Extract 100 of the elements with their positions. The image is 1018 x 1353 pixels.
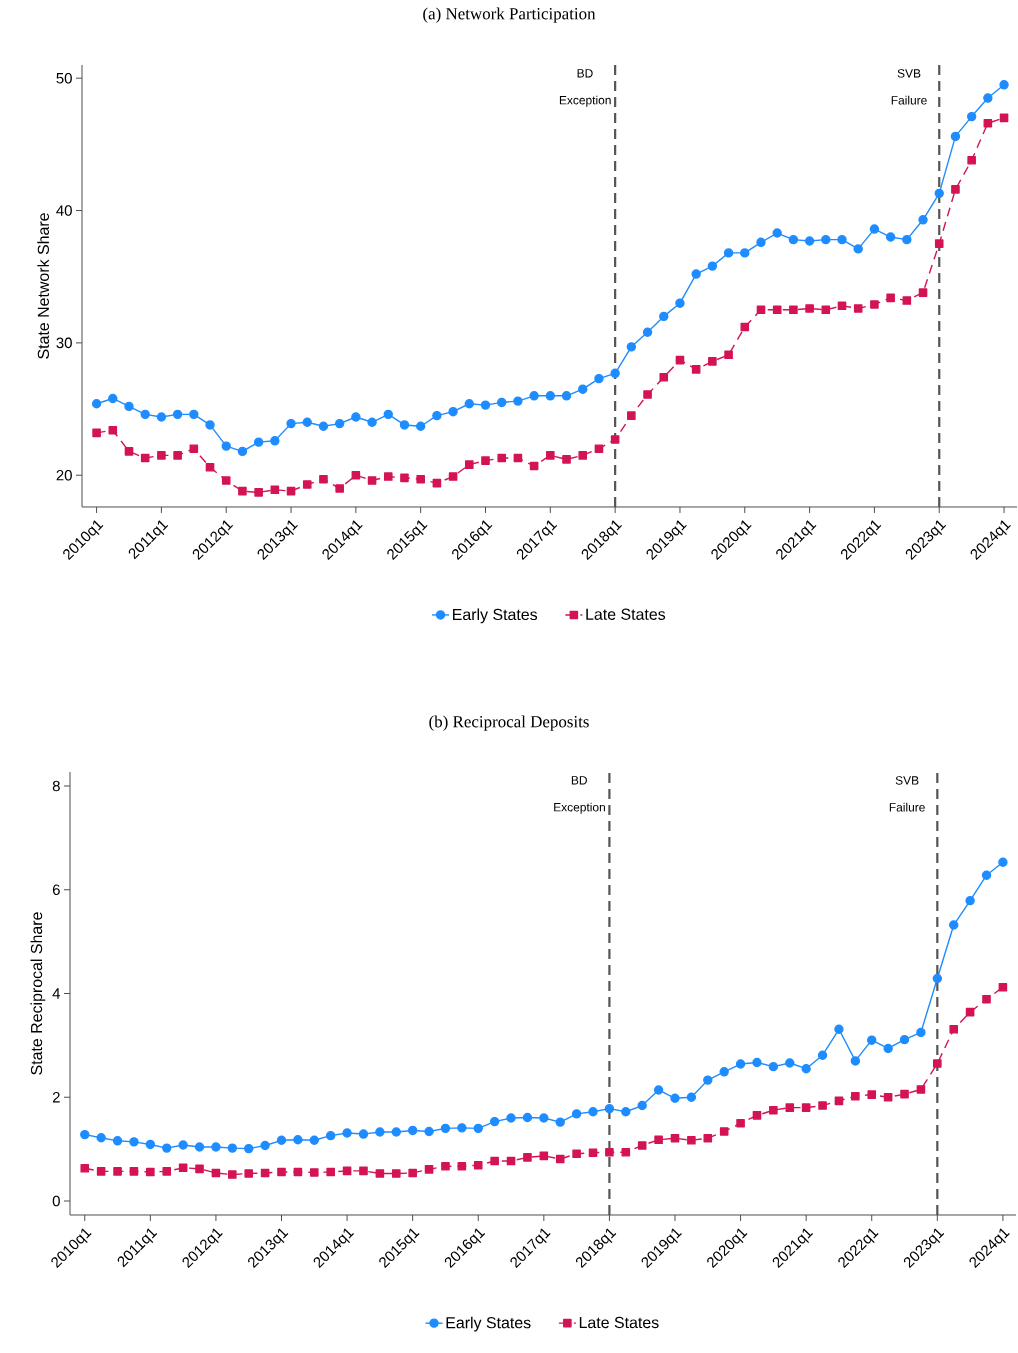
chart-title: (b) Reciprocal Deposits (429, 715, 589, 731)
point (965, 895, 975, 906)
point (432, 410, 442, 421)
point (605, 1147, 614, 1157)
point (571, 1109, 582, 1119)
point (335, 484, 344, 493)
point (867, 1035, 877, 1045)
point (416, 474, 425, 484)
point (853, 304, 863, 313)
point (703, 1133, 713, 1143)
point (194, 1142, 205, 1152)
point (189, 444, 199, 454)
point (473, 1123, 483, 1134)
point (756, 237, 766, 247)
point (424, 1165, 434, 1174)
point (480, 400, 491, 410)
point (691, 365, 701, 374)
chart-title: (a) Network Participation (423, 7, 596, 23)
point (342, 1128, 352, 1138)
point (391, 1127, 401, 1137)
point (789, 305, 798, 315)
point (489, 1116, 500, 1127)
point (967, 155, 976, 165)
point (302, 480, 312, 489)
point (129, 1137, 139, 1147)
point (752, 1111, 762, 1120)
point (902, 296, 912, 305)
point (801, 1064, 811, 1074)
point (205, 462, 215, 472)
point (205, 420, 215, 430)
point (707, 261, 718, 271)
point (80, 1164, 90, 1173)
point (949, 1024, 959, 1034)
point (999, 80, 1009, 90)
point (578, 384, 588, 394)
point (708, 357, 717, 366)
point (400, 473, 409, 483)
point (627, 411, 636, 420)
point (157, 451, 166, 460)
point (785, 1058, 795, 1068)
point (448, 472, 458, 481)
text: SVB Failure (889, 776, 925, 812)
point (653, 1085, 664, 1095)
point (934, 188, 944, 199)
point (951, 185, 960, 194)
point (804, 236, 815, 246)
point (325, 1130, 336, 1141)
point (318, 421, 329, 431)
point (424, 1126, 434, 1137)
point (785, 1103, 795, 1112)
point (172, 409, 183, 420)
point (932, 973, 943, 984)
point (687, 1136, 696, 1145)
point (440, 1123, 451, 1134)
y-tick-label: 8 (52, 780, 60, 792)
point (916, 1085, 926, 1094)
point (949, 920, 959, 930)
point (80, 1129, 90, 1140)
point (659, 311, 669, 322)
point (490, 1156, 499, 1166)
point (643, 390, 652, 399)
point (610, 435, 620, 444)
point (621, 1107, 631, 1117)
point (227, 1143, 238, 1153)
point (140, 453, 150, 463)
point (918, 288, 928, 297)
point (982, 994, 991, 1004)
point (529, 391, 539, 401)
point (916, 1027, 926, 1038)
point (572, 1149, 581, 1159)
point (162, 1143, 172, 1153)
point (659, 372, 669, 382)
point (407, 1125, 418, 1136)
point (837, 234, 847, 245)
point (772, 305, 782, 315)
point (457, 1161, 467, 1171)
point (719, 1067, 729, 1077)
point (818, 1101, 827, 1110)
point (805, 304, 814, 313)
point (319, 474, 328, 484)
point (464, 399, 474, 409)
point (675, 298, 685, 308)
point (637, 1100, 647, 1111)
point (497, 397, 507, 408)
point (756, 305, 766, 315)
point (562, 455, 571, 464)
point (594, 444, 604, 454)
point (276, 1135, 287, 1145)
point (448, 406, 458, 417)
point (254, 488, 263, 497)
point (883, 1092, 893, 1102)
point (91, 399, 102, 409)
y-axis-title: State Reciprocal Share (30, 912, 46, 1075)
point (457, 1123, 467, 1133)
point (719, 1127, 729, 1136)
point (950, 131, 961, 142)
point (561, 391, 572, 401)
point (691, 269, 701, 279)
point (686, 1092, 697, 1102)
point (902, 234, 912, 245)
